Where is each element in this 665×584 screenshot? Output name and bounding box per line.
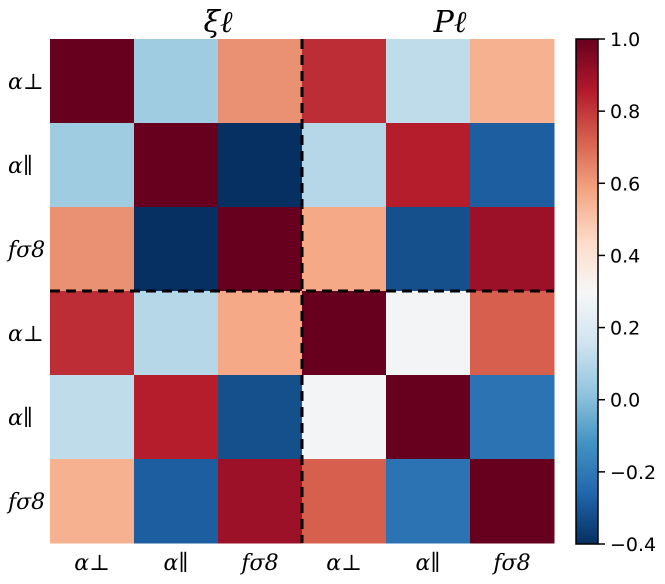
colorbar: 1.0 0.8 0.6 0.4 0.2 0.0 −0.2 −0.4 [575,29,656,556]
block-title-p: Pℓ [433,5,467,40]
block-titles: ξℓ Pℓ [203,5,466,40]
heatmap-cell-r4-c0 [50,375,135,460]
heatmap-cell-r0-c3 [302,39,387,124]
heatmap-cell-r3-c1 [134,291,219,376]
heatmap-cell-r1-c1 [134,123,219,208]
column-label-1: α∥ [163,551,188,576]
heatmap-cell-r3-c5 [470,291,555,376]
row-label-3: α⊥ [8,322,44,347]
heatmap-cell-r2-c4 [386,207,471,292]
colorbar-tick-label: −0.2 [610,462,656,484]
colorbar-tick-label: 0.0 [610,390,640,412]
heatmap-cell-r4-c4 [386,375,471,460]
heatmap-cell-r0-c2 [218,39,303,124]
heatmap-cells [50,39,555,544]
colorbar-tick-label: 0.2 [610,318,640,340]
column-label-3: α⊥ [326,551,362,576]
heatmap-cell-r2-c0 [50,207,135,292]
row-label-0: α⊥ [8,70,44,95]
colorbar-tick-label: 0.4 [610,245,640,267]
heatmap-cell-r5-c2 [218,459,303,544]
colorbar-tick-label: 0.8 [610,101,640,123]
heatmap-cell-r1-c3 [302,123,387,208]
heatmap-cell-r3-c2 [218,291,303,376]
row-label-1: α∥ [8,154,33,179]
heatmap-cell-r5-c1 [134,459,219,544]
heatmap-cell-r2-c1 [134,207,219,292]
heatmap-cell-r1-c5 [470,123,555,208]
colorbar-tick-label: 0.6 [610,173,640,195]
column-label-4: α∥ [415,551,440,576]
heatmap-cell-r2-c3 [302,207,387,292]
heatmap-cell-r2-c5 [470,207,555,292]
heatmap-cell-r3-c0 [50,291,135,376]
row-labels: α⊥ α∥ fσ8 α⊥ α∥ fσ8 [6,70,45,515]
row-label-5: fσ8 [6,490,45,515]
heatmap-cell-r0-c1 [134,39,219,124]
colorbar-ticks: 1.0 0.8 0.6 0.4 0.2 0.0 −0.2 −0.4 [598,29,656,556]
heatmap-cell-r1-c2 [218,123,303,208]
block-dividers [50,39,554,543]
heatmap-cell-r1-c0 [50,123,135,208]
heatmap-cell-r1-c4 [386,123,471,208]
column-label-2: fσ8 [239,551,278,576]
heatmap-cell-r5-c5 [470,459,555,544]
heatmap-cell-r0-c0 [50,39,135,124]
block-title-xi: ξℓ [203,5,233,40]
heatmap-cell-r2-c2 [218,207,303,292]
heatmap-cell-r5-c3 [302,459,387,544]
colorbar-tick-label: 1.0 [610,29,640,51]
heatmap-cell-r4-c5 [470,375,555,460]
column-label-5: fσ8 [491,551,530,576]
heatmap-cell-r0-c4 [386,39,471,124]
heatmap-cell-r5-c0 [50,459,135,544]
row-label-2: fσ8 [6,238,45,263]
heatmap-cell-r0-c5 [470,39,555,124]
heatmap-cell-r5-c4 [386,459,471,544]
row-label-4: α∥ [8,406,33,431]
heatmap-cell-r4-c1 [134,375,219,460]
colorbar-gradient [575,38,599,545]
column-label-0: α⊥ [74,551,110,576]
column-labels: α⊥ α∥ fσ8 α⊥ α∥ fσ8 [74,551,530,576]
heatmap-cell-r4-c2 [218,375,303,460]
colorbar-tick-label: −0.4 [610,534,656,556]
heatmap-cell-r3-c4 [386,291,471,376]
heatmap-cell-r4-c3 [302,375,387,460]
heatmap-cell-r3-c3 [302,291,387,376]
